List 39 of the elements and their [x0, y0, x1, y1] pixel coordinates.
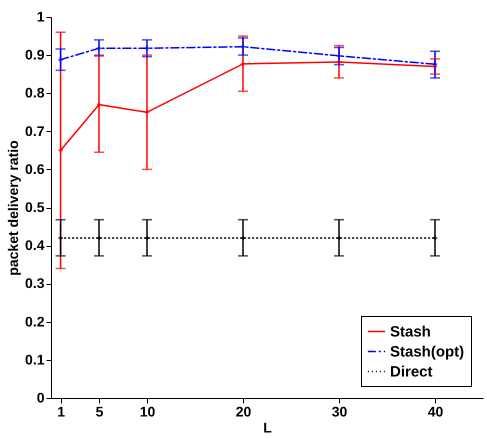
point [96, 102, 102, 107]
legend-label: Stash [390, 324, 431, 340]
point [240, 236, 246, 240]
x-tick-label: 5 [96, 404, 104, 420]
point [144, 110, 150, 114]
y-tick-label: 0.1 [25, 351, 45, 368]
y-tick-label: 0.4 [25, 237, 45, 254]
x-tick-label: 40 [428, 404, 444, 420]
y-tick-label: 1 [36, 8, 45, 24]
x-tick-label: 10 [140, 404, 156, 420]
y-tick-label: 0.3 [25, 275, 45, 292]
legend-label: Direct [390, 364, 433, 380]
y-tick-label: 0.2 [25, 313, 45, 330]
y-tick-label: 0.7 [25, 122, 45, 139]
y-tick-label: 0 [36, 390, 45, 406]
point [240, 44, 246, 49]
point [240, 62, 246, 66]
point [144, 46, 150, 50]
x-axis-title: L [263, 420, 272, 436]
point [96, 236, 102, 240]
point [432, 236, 438, 240]
x-tick-label: 30 [332, 404, 348, 420]
point [336, 60, 342, 64]
point [58, 57, 63, 62]
y-tick-label: 0.8 [25, 84, 45, 101]
y-tick-label: 0.9 [25, 46, 45, 63]
x-tick-label: 20 [236, 404, 252, 420]
point [432, 62, 438, 66]
y-tick-label: 0.6 [25, 160, 45, 177]
point [144, 236, 150, 240]
point [336, 236, 342, 240]
point [336, 54, 342, 58]
point [96, 46, 102, 50]
y-tick-label: 0.5 [25, 199, 45, 215]
point [58, 236, 63, 240]
legend-label: Stash(opt) [390, 344, 464, 360]
x-tick-label: 1 [57, 404, 66, 420]
point [58, 148, 63, 153]
y-axis-title: packet delivery ratio [5, 140, 22, 276]
